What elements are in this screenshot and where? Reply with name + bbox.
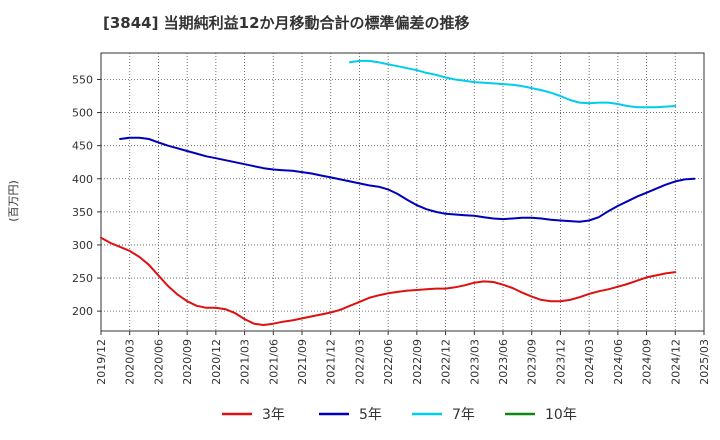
plot-area: [101, 53, 704, 331]
y-tick-label: 500: [72, 107, 93, 120]
y-tick-label: 550: [72, 73, 93, 86]
x-tick-label: 2019/12: [95, 339, 108, 385]
x-tick-label: 2021/12: [325, 339, 338, 385]
y-tick-label: 400: [72, 173, 93, 186]
chart-title: [3844] 当期純利益12か月移動合計の標準偏差の推移: [103, 14, 470, 32]
y-tick-label: 300: [72, 239, 93, 252]
x-tick-label: 2020/03: [124, 339, 137, 385]
series-line-7年: [348, 59, 677, 109]
x-tick-label: 2021/03: [239, 339, 252, 385]
x-tick-label: 2021/06: [267, 339, 280, 385]
x-tick-label: 2022/12: [440, 339, 453, 385]
legend-label-3年: 3年: [262, 407, 285, 423]
x-axis: 2019/12 2020/03 2020/06 2020/09 2020/12 2021/…: [95, 331, 711, 385]
x-tick-label: 2023/09: [526, 339, 539, 385]
x-tick-label: 2024/09: [641, 339, 654, 385]
x-tick-label: 2020/12: [210, 339, 223, 385]
series-lines: [100, 59, 696, 326]
x-tick-label: 2023/06: [497, 339, 510, 385]
x-tick-label: 2025/03: [698, 339, 711, 385]
y-tick-label: 350: [72, 206, 93, 219]
plot-border: [100, 52, 705, 332]
x-tick-label: 2022/06: [382, 339, 395, 385]
y-tick-label: 450: [72, 140, 93, 153]
x-tick-label: 2022/03: [353, 339, 366, 385]
series-line-3年: [100, 236, 677, 326]
legend-label-5年: 5年: [359, 407, 382, 423]
y-tick-label: 200: [72, 305, 93, 318]
x-tick-label: 2024/12: [669, 339, 682, 385]
x-tick-label: 2024/06: [612, 339, 625, 385]
x-tick-label: 2021/09: [296, 339, 309, 385]
legend-label-10年: 10年: [545, 407, 577, 423]
legend-label-7年: 7年: [452, 407, 475, 423]
x-tick-label: 2022/09: [411, 339, 424, 385]
legend: 3年 5年 7年 10年: [222, 407, 577, 423]
x-tick-label: 2020/09: [181, 339, 194, 385]
y-axis: 200 250 300 350 400 450 500 550: [72, 73, 101, 318]
series-line-5年: [119, 136, 696, 223]
y-axis-label: (百万円): [7, 180, 20, 222]
x-tick-label: 2024/03: [583, 339, 596, 385]
x-tick-label: 2020/06: [152, 339, 165, 385]
x-tick-label: 2023/03: [468, 339, 481, 385]
y-tick-label: 250: [72, 272, 93, 285]
x-tick-label: 2023/12: [554, 339, 567, 385]
